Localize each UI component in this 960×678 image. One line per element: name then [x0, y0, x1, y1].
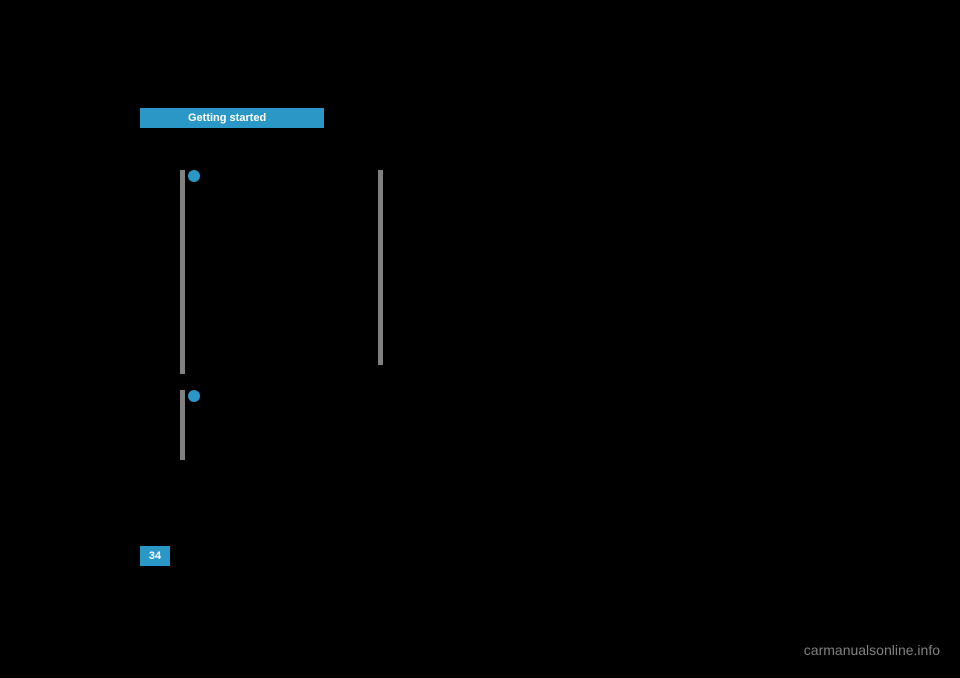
page-container: Getting started 34 carmanualsonline.info [0, 0, 960, 678]
info-box-bar-2 [378, 170, 383, 365]
page-number: 34 [140, 546, 170, 566]
watermark: carmanualsonline.info [804, 642, 940, 658]
info-box-bar-1 [180, 170, 185, 374]
info-icon-3 [188, 390, 200, 402]
info-box-bar-3 [180, 390, 185, 460]
section-header: Getting started [140, 108, 324, 128]
info-icon-1 [188, 170, 200, 182]
